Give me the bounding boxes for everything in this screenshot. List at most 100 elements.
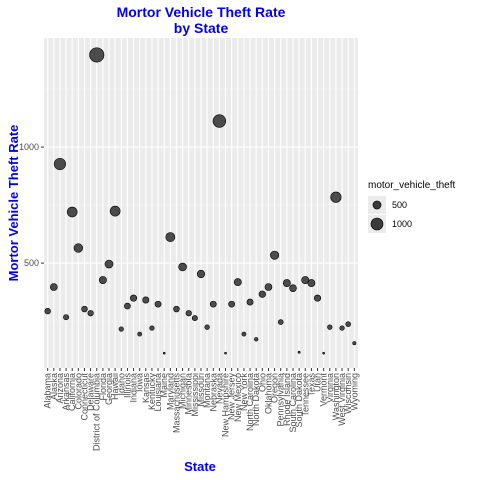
point [191,315,198,322]
point [224,351,227,355]
legend-symbol [370,217,384,231]
x-tick-label: Delaware [86,373,96,411]
point [270,250,280,260]
x-tick-label: Hawaii [110,373,120,400]
x-tick-label: South Carolina [288,373,298,433]
x-tick-label: Virginia [325,373,335,403]
y-tick-label: 1000 [19,142,39,152]
x-tick-label: California [67,373,77,411]
point [124,302,131,310]
x-tick-label: Idaho [116,373,126,396]
x-tick-label: Utah [313,373,323,392]
x-tick-label: Oregon [270,373,280,403]
x-tick-label: Oklahoma [263,373,273,414]
point [109,205,121,217]
point [282,279,291,287]
point [137,331,143,337]
point [149,325,155,331]
point [162,351,166,355]
x-tick-label: District of Columbia [92,373,102,451]
x-tick-label: North Carolina [245,373,255,431]
point [50,283,58,291]
point [330,191,342,203]
x-tick-label: Minnesota [184,373,194,415]
point [307,279,316,287]
x-tick-label: New Hampshire [221,373,231,437]
x-tick-label: Arkansas [61,373,71,411]
point [327,324,333,330]
x-tick-label: Nebraska [208,373,218,412]
x-tick-label: Wisconsin [343,373,353,414]
x-tick-label: Massachusetts [171,373,181,434]
x-tick-label: Missouri [196,373,206,407]
x-tick-label: Ohio [257,373,267,392]
x-tick-label: North Dakota [251,373,261,426]
point [258,290,266,298]
x-tick-label: Vermont [319,373,329,407]
x-axis-title: State [184,459,216,474]
point [185,310,192,317]
point [339,325,345,331]
legend-label: 1000 [392,219,412,229]
x-tick-label: West Virginia [337,373,347,426]
x-tick-label: Maine [159,373,169,398]
point [73,243,83,253]
x-tick-label: Nevada [214,373,224,404]
point [297,350,301,354]
x-tick-label: Florida [98,373,108,401]
point [118,326,124,332]
point [130,294,138,302]
x-tick-label: Georgia [104,373,114,405]
x-tick-label: Texas [306,373,316,397]
x-tick-label: Rhode Island [282,373,292,426]
x-tick-label: Connecticut [79,373,89,421]
x-tick-label: Alabama [43,373,53,409]
legend-symbol [372,200,382,210]
chart-title: Mortor Vehicle Theft Rate by State [116,4,286,36]
x-tick-label: Montana [202,373,212,408]
point [142,296,150,304]
x-tick-label: South Dakota [294,373,304,428]
point [165,232,176,242]
x-tick-label: New York [239,373,249,412]
legend-title: motor_vehicle_theft [368,180,455,191]
x-tick-label: Louisiana [153,373,163,412]
x-tick-label: Washington [331,373,341,420]
x-tick-label: Alaska [49,373,59,400]
point [173,305,180,313]
point [352,341,357,346]
point [89,47,105,63]
x-tick-label: Arizona [55,373,65,404]
point [322,351,325,355]
point [154,300,162,308]
point [81,305,88,313]
point [178,262,187,272]
point [289,284,297,292]
x-tick-label: Tennessee [300,373,310,417]
y-axis-title: Mortor Vehicle Theft Rate [6,125,21,282]
point [209,300,217,308]
x-tick-label: Iowa [135,373,145,392]
point [228,300,236,308]
point [196,269,206,279]
x-tick-label: Kentucky [147,373,157,411]
y-tick-label: 500 [24,258,39,268]
point [104,259,114,269]
point [345,321,351,327]
x-tick-label: Michigan [178,373,188,409]
point [44,307,51,315]
point [66,206,78,218]
x-tick-label: New Jersey [227,373,237,421]
point [241,331,247,337]
point [204,324,210,330]
point [254,337,259,342]
x-tick-label: Wyoming [349,373,359,410]
point [212,114,227,128]
point [233,278,242,287]
point [277,319,284,325]
point [87,310,94,317]
point [264,283,273,291]
x-tick-label: Kansas [141,373,151,404]
x-tick-label: Mississippi [190,373,200,417]
